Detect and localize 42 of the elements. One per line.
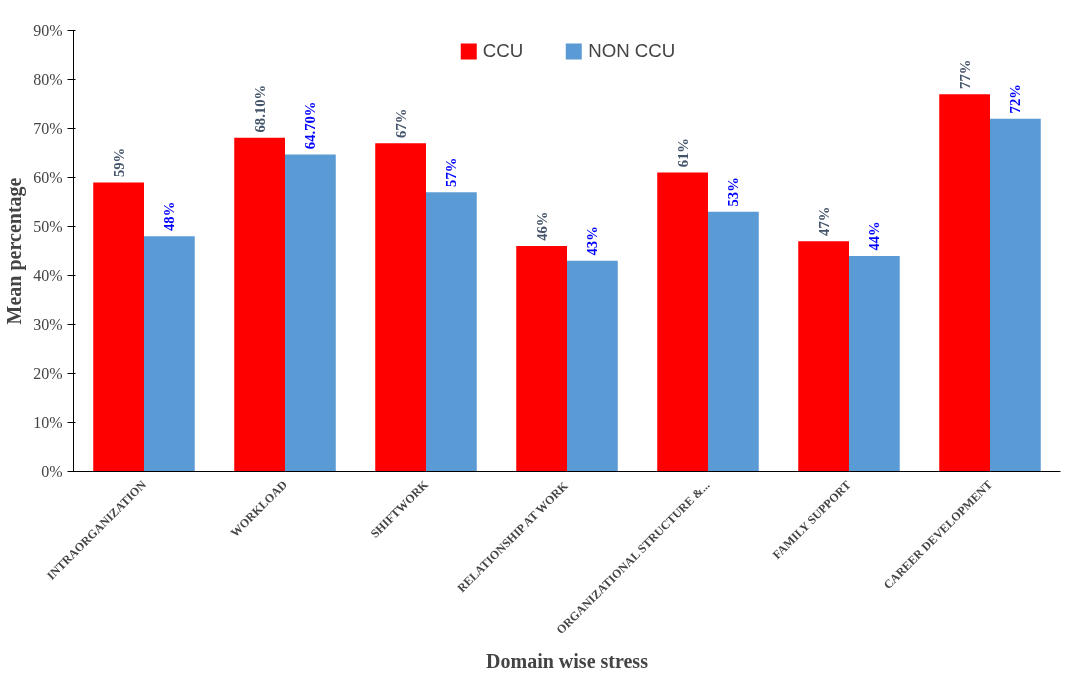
y-tick-label: 0% <box>41 463 63 480</box>
y-tick-label: 10% <box>33 414 63 431</box>
data-label: 48% <box>161 201 178 232</box>
bar <box>516 246 567 472</box>
bar <box>285 154 336 472</box>
data-label: 44% <box>866 221 883 251</box>
legend-label: CCU <box>482 40 524 62</box>
bar <box>375 143 426 472</box>
y-tick-label: 60% <box>33 169 63 186</box>
data-label: 43% <box>584 226 601 256</box>
data-label: 46% <box>533 211 550 241</box>
data-label: 47% <box>815 206 832 236</box>
data-label: 53% <box>725 177 742 207</box>
legend-label: NON CCU <box>588 40 676 62</box>
bar <box>990 118 1041 472</box>
data-label: 64.70% <box>302 101 319 150</box>
bar <box>426 192 477 472</box>
y-tick-label: 70% <box>33 120 63 137</box>
bar <box>567 260 618 472</box>
bar <box>234 137 285 472</box>
data-label: 61% <box>674 138 691 168</box>
data-label: 77% <box>956 59 973 89</box>
y-tick-label: 20% <box>33 365 63 382</box>
bar <box>849 255 900 472</box>
x-axis-title: Domain wise stress <box>486 649 649 672</box>
y-tick-label: 50% <box>33 218 63 235</box>
y-tick-label: 40% <box>33 267 63 284</box>
y-tick-label: 80% <box>33 71 63 88</box>
data-label: 57% <box>443 157 460 187</box>
bar <box>144 236 195 472</box>
data-label: 67% <box>392 108 409 138</box>
bar <box>939 94 990 472</box>
y-tick-label: 90% <box>33 22 63 39</box>
data-label: 59% <box>110 147 127 178</box>
bar <box>93 182 144 472</box>
data-label: 68.10% <box>251 84 268 133</box>
y-tick-label: 30% <box>33 316 63 333</box>
bar <box>657 172 708 472</box>
data-label: 72% <box>1007 84 1024 114</box>
bar <box>708 211 759 472</box>
bar <box>798 241 849 472</box>
y-axis-title: Mean percentage <box>3 177 27 325</box>
